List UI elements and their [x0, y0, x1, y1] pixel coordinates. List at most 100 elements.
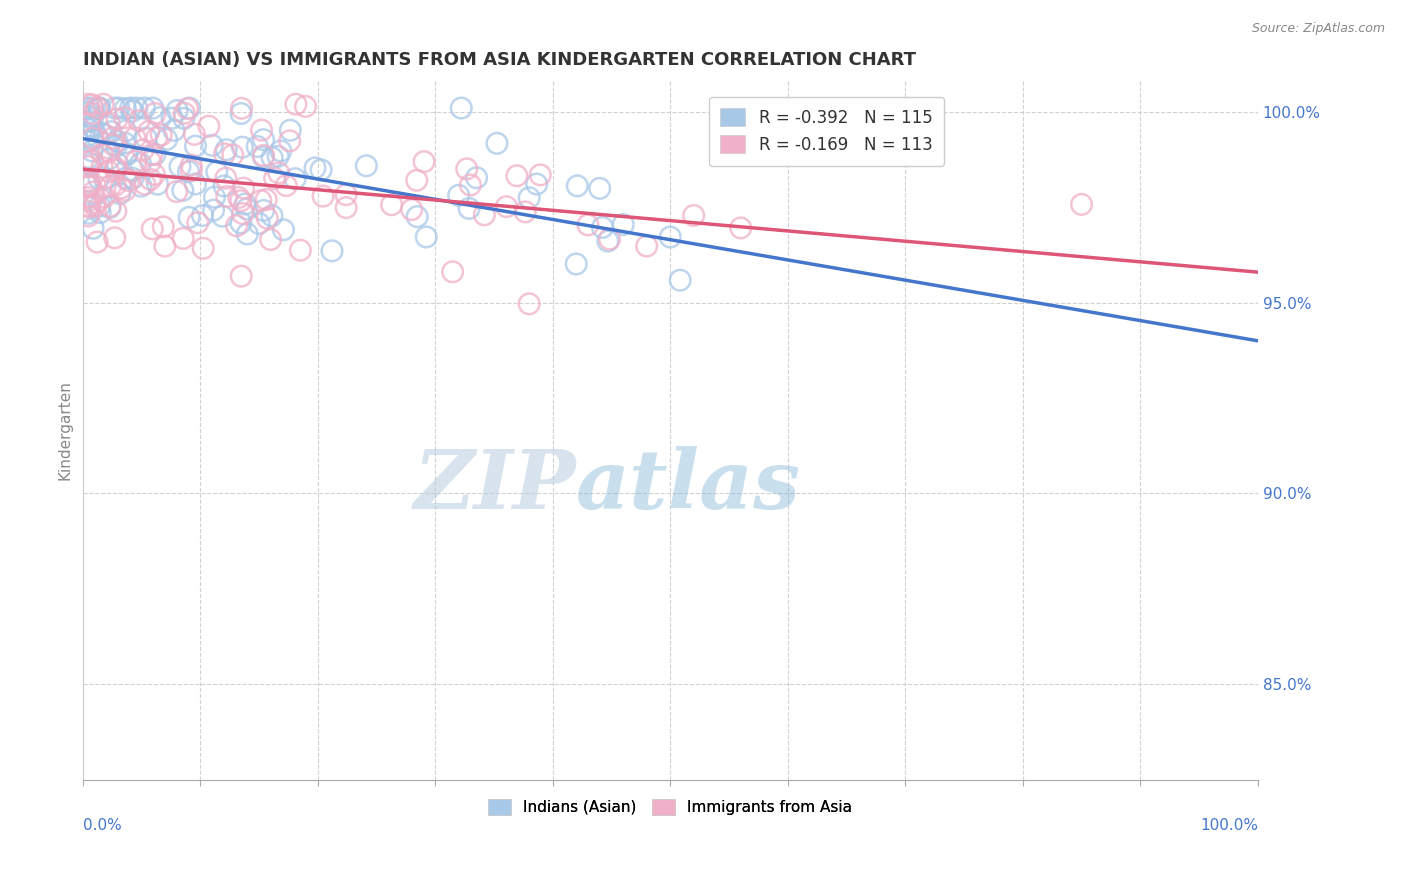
Point: [730, 221, 752, 235]
Point: [215, 171, 238, 186]
Point: [231, 140, 253, 154]
Point: [215, 189, 238, 203]
Point: [98, 116, 121, 130]
Point: [495, 200, 517, 214]
Point: [104, 163, 127, 178]
Point: [321, 244, 343, 258]
Point: [141, 222, 163, 236]
Point: [114, 183, 136, 197]
Point: [252, 150, 274, 164]
Point: [517, 191, 540, 205]
Point: [128, 113, 150, 128]
Point: [335, 187, 357, 202]
Point: [132, 143, 155, 157]
Point: [215, 143, 238, 157]
Point: [284, 171, 307, 186]
Point: [201, 138, 224, 153]
Point: [114, 136, 136, 150]
Point: [447, 188, 470, 202]
Point: [180, 163, 202, 178]
Point: [135, 131, 157, 145]
Point: [273, 223, 295, 237]
Point: [80, 120, 103, 134]
Point: [153, 239, 176, 253]
Point: [335, 201, 357, 215]
Legend: Indians (Asian), Immigrants from Asia: Indians (Asian), Immigrants from Asia: [479, 789, 862, 824]
Point: [198, 119, 221, 133]
Point: [77, 194, 100, 208]
Point: [278, 123, 301, 137]
Point: [267, 149, 290, 163]
Point: [263, 171, 285, 186]
Point: [259, 233, 281, 247]
Point: [79, 178, 101, 193]
Point: [89, 101, 111, 115]
Point: [138, 124, 160, 138]
Point: [77, 101, 100, 115]
Point: [139, 172, 162, 186]
Point: [91, 147, 114, 161]
Point: [82, 112, 104, 126]
Point: [682, 209, 704, 223]
Point: [176, 102, 198, 116]
Point: [103, 130, 125, 145]
Point: [413, 154, 436, 169]
Point: [415, 230, 437, 244]
Point: [120, 101, 142, 115]
Point: [458, 202, 481, 216]
Point: [77, 160, 100, 174]
Point: [77, 134, 100, 148]
Point: [101, 137, 124, 152]
Point: [86, 235, 108, 249]
Y-axis label: Kindergarten: Kindergarten: [58, 381, 72, 481]
Point: [77, 206, 100, 220]
Point: [184, 139, 207, 153]
Point: [252, 148, 274, 162]
Point: [82, 153, 104, 168]
Point: [134, 177, 156, 191]
Point: [89, 199, 111, 213]
Point: [187, 216, 209, 230]
Point: [276, 178, 298, 193]
Point: [77, 178, 100, 192]
Point: [184, 177, 207, 191]
Point: [576, 218, 599, 232]
Point: [79, 110, 101, 124]
Point: [117, 174, 139, 188]
Point: [143, 168, 166, 182]
Text: 0.0%: 0.0%: [83, 818, 121, 833]
Point: [229, 194, 252, 208]
Point: [231, 101, 253, 115]
Point: [105, 134, 128, 148]
Point: [77, 200, 100, 214]
Point: [256, 211, 278, 226]
Point: [104, 101, 127, 115]
Point: [121, 104, 143, 119]
Point: [125, 101, 148, 115]
Point: [252, 133, 274, 147]
Point: [77, 105, 100, 120]
Point: [91, 97, 114, 112]
Point: [191, 209, 214, 223]
Point: [108, 101, 131, 115]
Point: [87, 101, 110, 115]
Point: [82, 221, 104, 235]
Point: [129, 156, 152, 170]
Point: [529, 168, 551, 182]
Point: [107, 157, 129, 171]
Point: [166, 103, 188, 118]
Point: [515, 205, 537, 219]
Point: [252, 203, 274, 218]
Point: [250, 123, 273, 137]
Point: [98, 152, 121, 166]
Point: [82, 144, 104, 158]
Point: [246, 139, 269, 153]
Point: [202, 203, 225, 218]
Point: [125, 153, 148, 168]
Point: [290, 244, 312, 258]
Point: [142, 101, 165, 115]
Point: [152, 219, 174, 234]
Point: [231, 269, 253, 284]
Point: [104, 231, 127, 245]
Point: [456, 161, 478, 176]
